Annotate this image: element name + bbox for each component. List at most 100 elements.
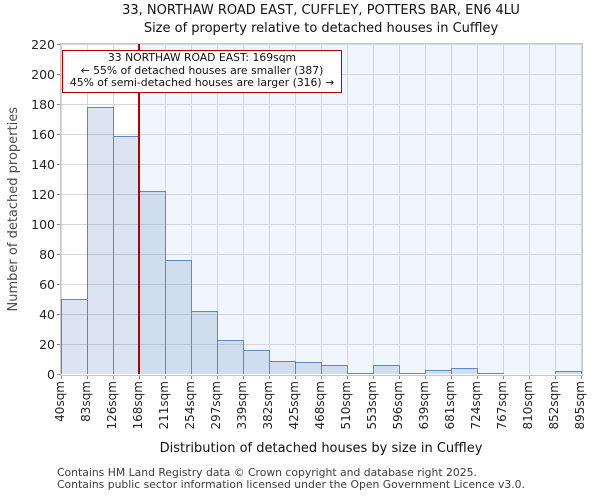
histogram-bar <box>347 372 374 374</box>
annotation-line-address: 33 NORTHAW ROAD EAST: 169sqm <box>107 51 297 64</box>
x-tick-mark <box>503 375 504 379</box>
x-tick-mark <box>529 375 530 379</box>
y-tick-label: 200 <box>31 66 55 82</box>
x-tick-label: 168sqm <box>131 381 145 430</box>
y-tick-label: 80 <box>39 246 55 262</box>
histogram-bar <box>477 372 504 374</box>
x-tick-label: 297sqm <box>209 381 223 430</box>
histogram-bar <box>451 368 478 374</box>
plot-area <box>61 44 582 374</box>
x-tick-label: 425sqm <box>287 381 301 430</box>
x-tick-label: 510sqm <box>339 381 353 430</box>
gridline-v <box>347 44 348 374</box>
x-tick-mark <box>217 375 218 379</box>
gridline-v <box>529 44 530 374</box>
y-tick-label: 140 <box>31 156 55 172</box>
histogram-bar <box>61 299 88 374</box>
gridline-v <box>295 44 296 374</box>
x-tick-mark <box>399 375 400 379</box>
histogram-bar <box>555 371 582 374</box>
x-tick-mark <box>581 375 582 379</box>
gridline-v <box>191 44 192 374</box>
chart-title: 33, NORTHAW ROAD EAST, CUFFLEY, POTTERS … <box>122 3 520 18</box>
x-tick-mark <box>139 375 140 379</box>
y-tick-mark <box>57 284 61 285</box>
x-tick-mark <box>269 375 270 379</box>
histogram-bar <box>425 369 452 374</box>
gridline-v <box>555 44 556 374</box>
annotation-box: 33 NORTHAW ROAD EAST: 169sqm ← 55% of de… <box>62 50 342 93</box>
gridline-v <box>451 44 452 374</box>
x-tick-mark <box>555 375 556 379</box>
x-tick-mark <box>191 375 192 379</box>
y-tick-label: 160 <box>31 126 55 142</box>
histogram-bar <box>269 360 296 374</box>
x-tick-mark <box>165 375 166 379</box>
x-tick-mark <box>243 375 244 379</box>
y-tick-mark <box>57 224 61 225</box>
y-tick-mark <box>57 44 61 45</box>
x-tick-mark <box>425 375 426 379</box>
footer: Contains HM Land Registry data © Crown c… <box>57 467 597 490</box>
y-axis-label-wrap: Number of detached properties <box>2 44 24 374</box>
x-tick-mark <box>373 375 374 379</box>
y-tick-mark <box>57 134 61 135</box>
y-tick-label: 220 <box>31 36 55 52</box>
x-tick-mark <box>321 375 322 379</box>
y-tick-mark <box>57 74 61 75</box>
gridline-v <box>321 44 322 374</box>
x-tick-mark <box>477 375 478 379</box>
x-tick-label: 895sqm <box>573 381 587 430</box>
y-tick-mark <box>57 314 61 315</box>
y-tick-mark <box>57 254 61 255</box>
x-tick-mark <box>113 375 114 379</box>
gridline-v <box>217 44 218 374</box>
y-tick-label: 40 <box>39 306 55 322</box>
gridline-v <box>425 44 426 374</box>
annotation-line-larger: 45% of semi-detached houses are larger (… <box>69 76 335 90</box>
x-tick-label: 724sqm <box>469 381 483 430</box>
y-tick-mark <box>57 344 61 345</box>
x-tick-label: 596sqm <box>391 381 405 430</box>
y-tick-label: 0 <box>47 366 55 382</box>
gridline-v <box>269 44 270 374</box>
y-tick-mark <box>57 374 61 375</box>
shade-larger-region <box>139 44 581 374</box>
x-tick-label: 382sqm <box>261 381 275 430</box>
x-axis-label: Distribution of detached houses by size … <box>159 441 483 456</box>
gridline-v <box>503 44 504 374</box>
y-tick-label: 20 <box>39 336 55 352</box>
x-tick-label: 339sqm <box>235 381 249 430</box>
x-tick-label: 254sqm <box>183 381 197 430</box>
x-tick-label: 468sqm <box>313 381 327 430</box>
gridline-v <box>477 44 478 374</box>
y-tick-label: 120 <box>31 186 55 202</box>
x-tick-label: 681sqm <box>443 381 457 430</box>
histogram-bar <box>165 260 192 374</box>
chart-subtitle: Size of property relative to detached ho… <box>143 21 499 36</box>
footer-line-2: Contains public sector information licen… <box>57 477 525 491</box>
footer-line-1: Contains HM Land Registry data © Crown c… <box>57 466 477 479</box>
y-tick-label: 100 <box>31 216 55 232</box>
x-tick-mark <box>87 375 88 379</box>
x-tick-mark <box>347 375 348 379</box>
property-size-marker-line <box>138 44 141 374</box>
x-tick-label: 553sqm <box>365 381 379 430</box>
gridline-v <box>581 44 582 374</box>
gridline-v <box>243 44 244 374</box>
histogram-bar <box>139 191 166 374</box>
histogram-bar <box>87 107 114 374</box>
gridline-v <box>61 44 62 374</box>
histogram-bar <box>113 135 140 374</box>
gridline-v <box>399 44 400 374</box>
histogram-bar <box>217 339 244 374</box>
histogram-bar <box>399 372 426 374</box>
histogram-bar <box>321 365 348 374</box>
x-tick-label: 40sqm <box>53 381 67 422</box>
y-tick-mark <box>57 164 61 165</box>
x-tick-label: 639sqm <box>417 381 431 430</box>
x-tick-label: 852sqm <box>547 381 561 430</box>
x-tick-mark <box>295 375 296 379</box>
histogram-bar <box>243 350 270 374</box>
y-tick-label: 180 <box>31 96 55 112</box>
